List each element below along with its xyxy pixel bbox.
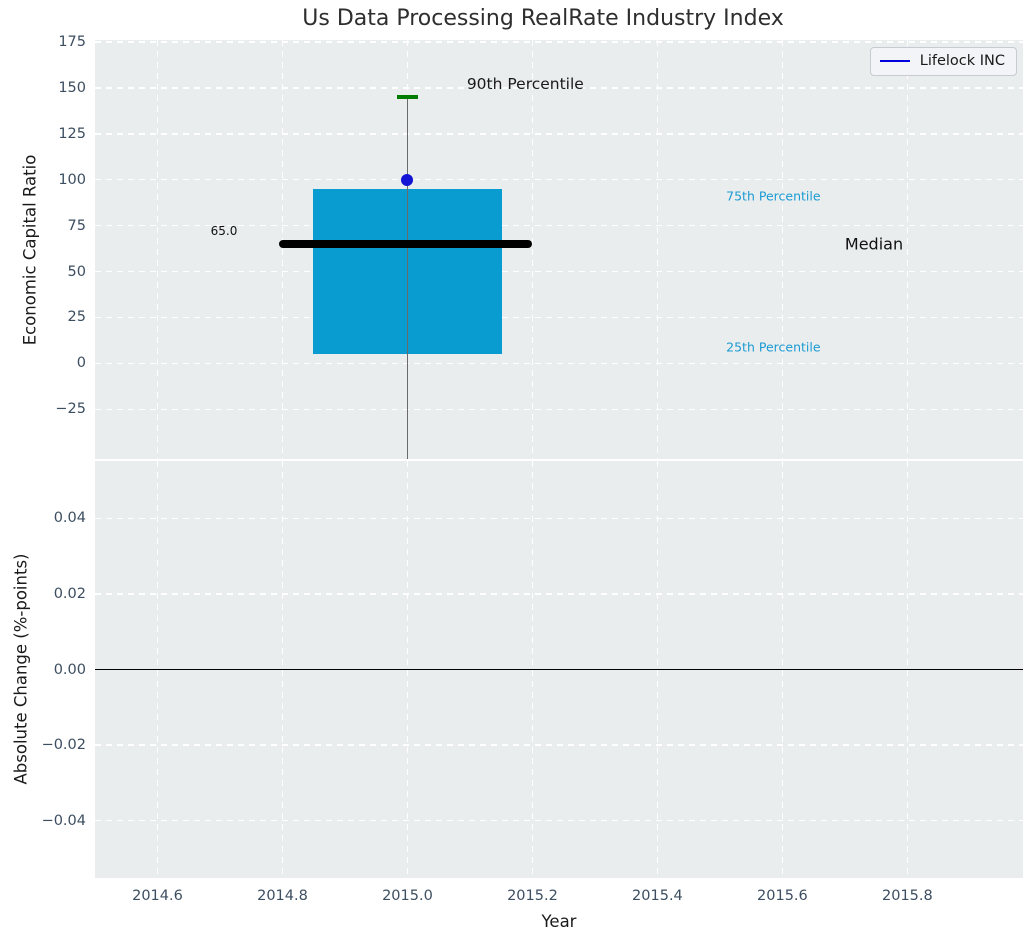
y-tick-label: −25 (55, 401, 86, 418)
annotation-median-value: 65.0 (210, 224, 238, 239)
x-tick-label: 2015.8 (882, 888, 933, 904)
gridline-vertical (531, 40, 534, 459)
gridline-horizontal (95, 593, 1023, 595)
x-tick-label: 2015.6 (757, 888, 808, 904)
gridline-vertical (281, 40, 284, 459)
p90-cap-line (396, 95, 419, 99)
ylabel-top: Economic Capital Ratio (20, 154, 40, 346)
y-tick-label: −0.02 (41, 737, 86, 754)
gridline-horizontal (95, 744, 1023, 746)
subplot-separator (95, 459, 1023, 461)
y-tick-label: 175 (58, 33, 86, 50)
legend-line-sample (879, 59, 910, 63)
x-tick-label: 2014.8 (257, 888, 308, 904)
y-tick-label: 150 (58, 79, 86, 96)
gridline-vertical (906, 40, 909, 459)
x-tick-label: 2015.4 (632, 888, 683, 904)
annotation-90th-percentile: 90th Percentile (466, 75, 584, 94)
top-plot-area (95, 40, 1023, 459)
y-tick-label: 0.04 (53, 510, 86, 527)
annotation-25th-percentile: 25th Percentile (726, 339, 821, 355)
y-tick-label: 75 (67, 217, 86, 234)
y-tick-label: 100 (58, 171, 86, 188)
gridline-horizontal (95, 517, 1023, 520)
chart-title: Us Data Processing RealRate Industry Ind… (302, 6, 784, 31)
y-tick-label: 0.00 (53, 661, 86, 678)
annotation-median: Median (844, 234, 904, 254)
x-tick-label: 2015.0 (382, 888, 433, 904)
gridline-vertical (156, 40, 159, 459)
y-tick-label: 50 (67, 263, 86, 280)
y-tick-label: 0.02 (53, 585, 86, 602)
xlabel: Year (541, 912, 577, 931)
whisker-line (406, 98, 409, 459)
legend: Lifelock INC (869, 47, 1017, 76)
gridline-vertical (656, 40, 659, 459)
gridline-horizontal (95, 224, 1023, 227)
x-tick-label: 2014.6 (132, 888, 183, 904)
zero-line (95, 668, 1023, 671)
gridline-vertical (781, 40, 784, 459)
x-tick-label: 2015.2 (507, 888, 558, 904)
gridline-horizontal (95, 362, 1023, 365)
gridline-horizontal (95, 178, 1023, 181)
annotation-75th-percentile: 75th Percentile (726, 188, 821, 204)
y-tick-label: 0 (76, 355, 86, 372)
company-point-marker (401, 173, 414, 186)
y-tick-label: 125 (58, 125, 86, 142)
legend-label: Lifelock INC (919, 53, 1005, 69)
gridline-horizontal (95, 408, 1023, 411)
gridline-horizontal (95, 316, 1023, 319)
gridline-horizontal (95, 41, 1023, 43)
gridline-horizontal (95, 86, 1023, 89)
gridline-horizontal (95, 819, 1023, 822)
y-tick-label: 25 (67, 309, 86, 326)
gridline-horizontal (95, 132, 1023, 135)
ylabel-bottom: Absolute Change (%-points) (11, 553, 31, 785)
median-line (279, 239, 533, 248)
y-tick-label: −0.04 (41, 812, 86, 829)
gridline-horizontal (95, 270, 1023, 273)
